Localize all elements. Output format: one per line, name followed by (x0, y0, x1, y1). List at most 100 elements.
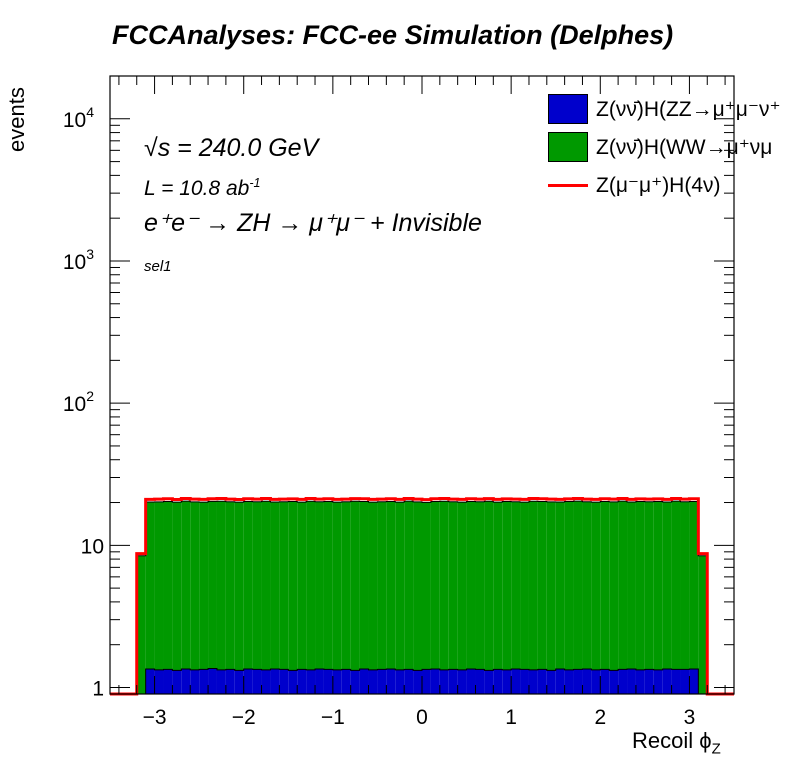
bar-series-0-bin-57 (635, 669, 645, 694)
legend-entry-zz: Z(νν̄)H(ZZ→μ⁺μ⁻ν⁺ (548, 92, 781, 126)
bar-series-1-bin-59 (653, 501, 663, 670)
bar-series-1-bin-60 (662, 502, 672, 669)
bar-series-1-bin-15 (261, 501, 271, 670)
x-tick-label: 3 (684, 706, 696, 729)
bar-series-1-bin-37 (457, 502, 467, 670)
bar-series-0-bin-41 (493, 669, 503, 694)
bar-series-0-bin-9 (208, 668, 217, 694)
bar-series-1-bin-33 (422, 502, 431, 670)
bar-series-0-bin-22 (323, 669, 333, 694)
bar-series-1-bin-38 (466, 501, 476, 669)
bar-series-1-bin-24 (341, 501, 351, 670)
bar-series-1-bin-63 (689, 501, 699, 669)
bar-series-0-bin-17 (279, 669, 289, 694)
bar-series-1-bin-49 (564, 501, 574, 670)
bar-series-1-bin-14 (252, 501, 262, 670)
bar-series-1-bin-47 (546, 501, 556, 671)
outline-series-0 (110, 668, 734, 695)
bar-series-0-bin-43 (511, 668, 521, 694)
bar-series-1-bin-50 (573, 501, 583, 670)
bar-series-0-bin-51 (582, 668, 592, 694)
bar-series-0-bin-36 (448, 669, 458, 694)
bar-series-1-bin-25 (350, 501, 360, 671)
bar-series-1-bin-12 (234, 502, 244, 671)
bar-series-1-bin-3 (154, 501, 164, 670)
histogram-lines (110, 496, 734, 696)
bar-series-1-bin-55 (618, 501, 628, 670)
bar-series-0-bin-60 (662, 668, 672, 694)
bar-series-0-bin-58 (644, 669, 654, 694)
bar-series-0-bin-39 (475, 669, 485, 694)
bar-series-1-bin-21 (315, 501, 324, 669)
bar-series-1-bin-58 (644, 501, 654, 670)
bar-series-1-bin-35 (439, 501, 449, 670)
bar-series-1-bin-32 (413, 501, 422, 671)
energy-value-label: = 240.0 GeV (170, 134, 319, 162)
bar-series-1-bin-19 (297, 502, 307, 670)
legend-label-zz: Z(νν̄)H(ZZ→μ⁺μ⁻ν⁺ (596, 97, 781, 121)
bar-series-0-bin-2 (145, 668, 155, 694)
bar-series-1-bin-22 (323, 501, 333, 670)
bar-series-0-bin-24 (341, 669, 351, 694)
bar-series-0-bin-8 (199, 669, 209, 694)
bar-series-0-bin-40 (484, 670, 494, 694)
bar-series-0-bin-23 (332, 669, 342, 694)
x-tick-label: 1 (505, 706, 517, 729)
bar-series-1-bin-34 (430, 501, 440, 669)
bar-series-0-bin-54 (609, 670, 619, 694)
x-tick-label: −2 (232, 706, 256, 729)
bar-series-1-bin-2 (145, 502, 155, 669)
bar-series-0-bin-15 (261, 669, 271, 694)
bar-series-1-bin-46 (537, 501, 547, 670)
bar-series-0-bin-35 (439, 669, 449, 694)
bar-series-0-bin-37 (457, 669, 467, 694)
bar-series-1-bin-4 (163, 501, 173, 670)
bar-series-0-bin-62 (680, 669, 690, 694)
bar-series-0-bin-32 (413, 670, 422, 694)
bar-series-1-bin-1 (136, 555, 146, 694)
bar-series-0-bin-45 (528, 669, 538, 694)
bar-series-1-bin-51 (582, 501, 592, 669)
bar-series-1-bin-39 (475, 501, 485, 670)
legend-entry-ww: Z(νν̄)H(WW→μ⁺νμ (548, 130, 772, 164)
bar-series-0-bin-4 (163, 669, 173, 694)
bar-series-1-bin-17 (279, 501, 289, 670)
bar-series-1-bin-8 (199, 502, 209, 670)
bar-series-0-bin-19 (297, 669, 307, 694)
bar-series-0-bin-7 (190, 669, 200, 694)
bar-series-0-bin-10 (216, 669, 226, 694)
bar-series-1-bin-62 (680, 501, 690, 670)
bar-series-1-bin-30 (395, 502, 405, 670)
bar-series-0-bin-61 (671, 669, 681, 694)
x-tick-label: 0 (416, 706, 428, 729)
bar-series-0-bin-11 (225, 669, 235, 694)
bar-series-0-bin-18 (288, 670, 298, 694)
legend-swatch-ww (548, 132, 588, 162)
bar-series-0-bin-14 (252, 669, 262, 694)
outline-series-1 (110, 500, 734, 695)
bar-series-1-bin-48 (555, 502, 565, 669)
legend-label-mumu: Z(μ⁻μ⁺)H(4ν) (596, 173, 721, 197)
axes: −3 −2 −1 0 1 2 3 1 10 102 103 104 (63, 75, 734, 729)
bar-series-1-bin-31 (404, 501, 414, 670)
x-tick-label: −3 (143, 706, 167, 729)
luminosity-annotation: L = 10.8 ab-1 (144, 176, 261, 200)
y-tick-label: 103 (63, 246, 94, 274)
energy-sqrt-label: √s (144, 134, 171, 162)
bar-series-0-bin-6 (181, 668, 191, 694)
bar-series-0-bin-46 (537, 669, 547, 694)
histogram-bars (136, 501, 708, 694)
bar-series-1-bin-16 (270, 502, 280, 669)
bar-series-0-bin-63 (689, 668, 699, 694)
x-tick-label: −1 (321, 706, 345, 729)
bar-series-1-bin-53 (600, 501, 610, 670)
bar-series-1-bin-7 (190, 501, 200, 670)
legend-entry-mumu: Z(μ⁻μ⁺)H(4ν) (548, 168, 721, 202)
legend-swatch-zz (548, 94, 588, 124)
y-axis-label: events (4, 87, 29, 152)
bar-series-1-bin-10 (216, 501, 226, 670)
bar-series-1-bin-52 (591, 502, 601, 670)
y-tick-label: 1 (92, 677, 104, 700)
bar-series-0-bin-27 (368, 669, 378, 694)
bar-series-1-bin-26 (359, 501, 369, 669)
